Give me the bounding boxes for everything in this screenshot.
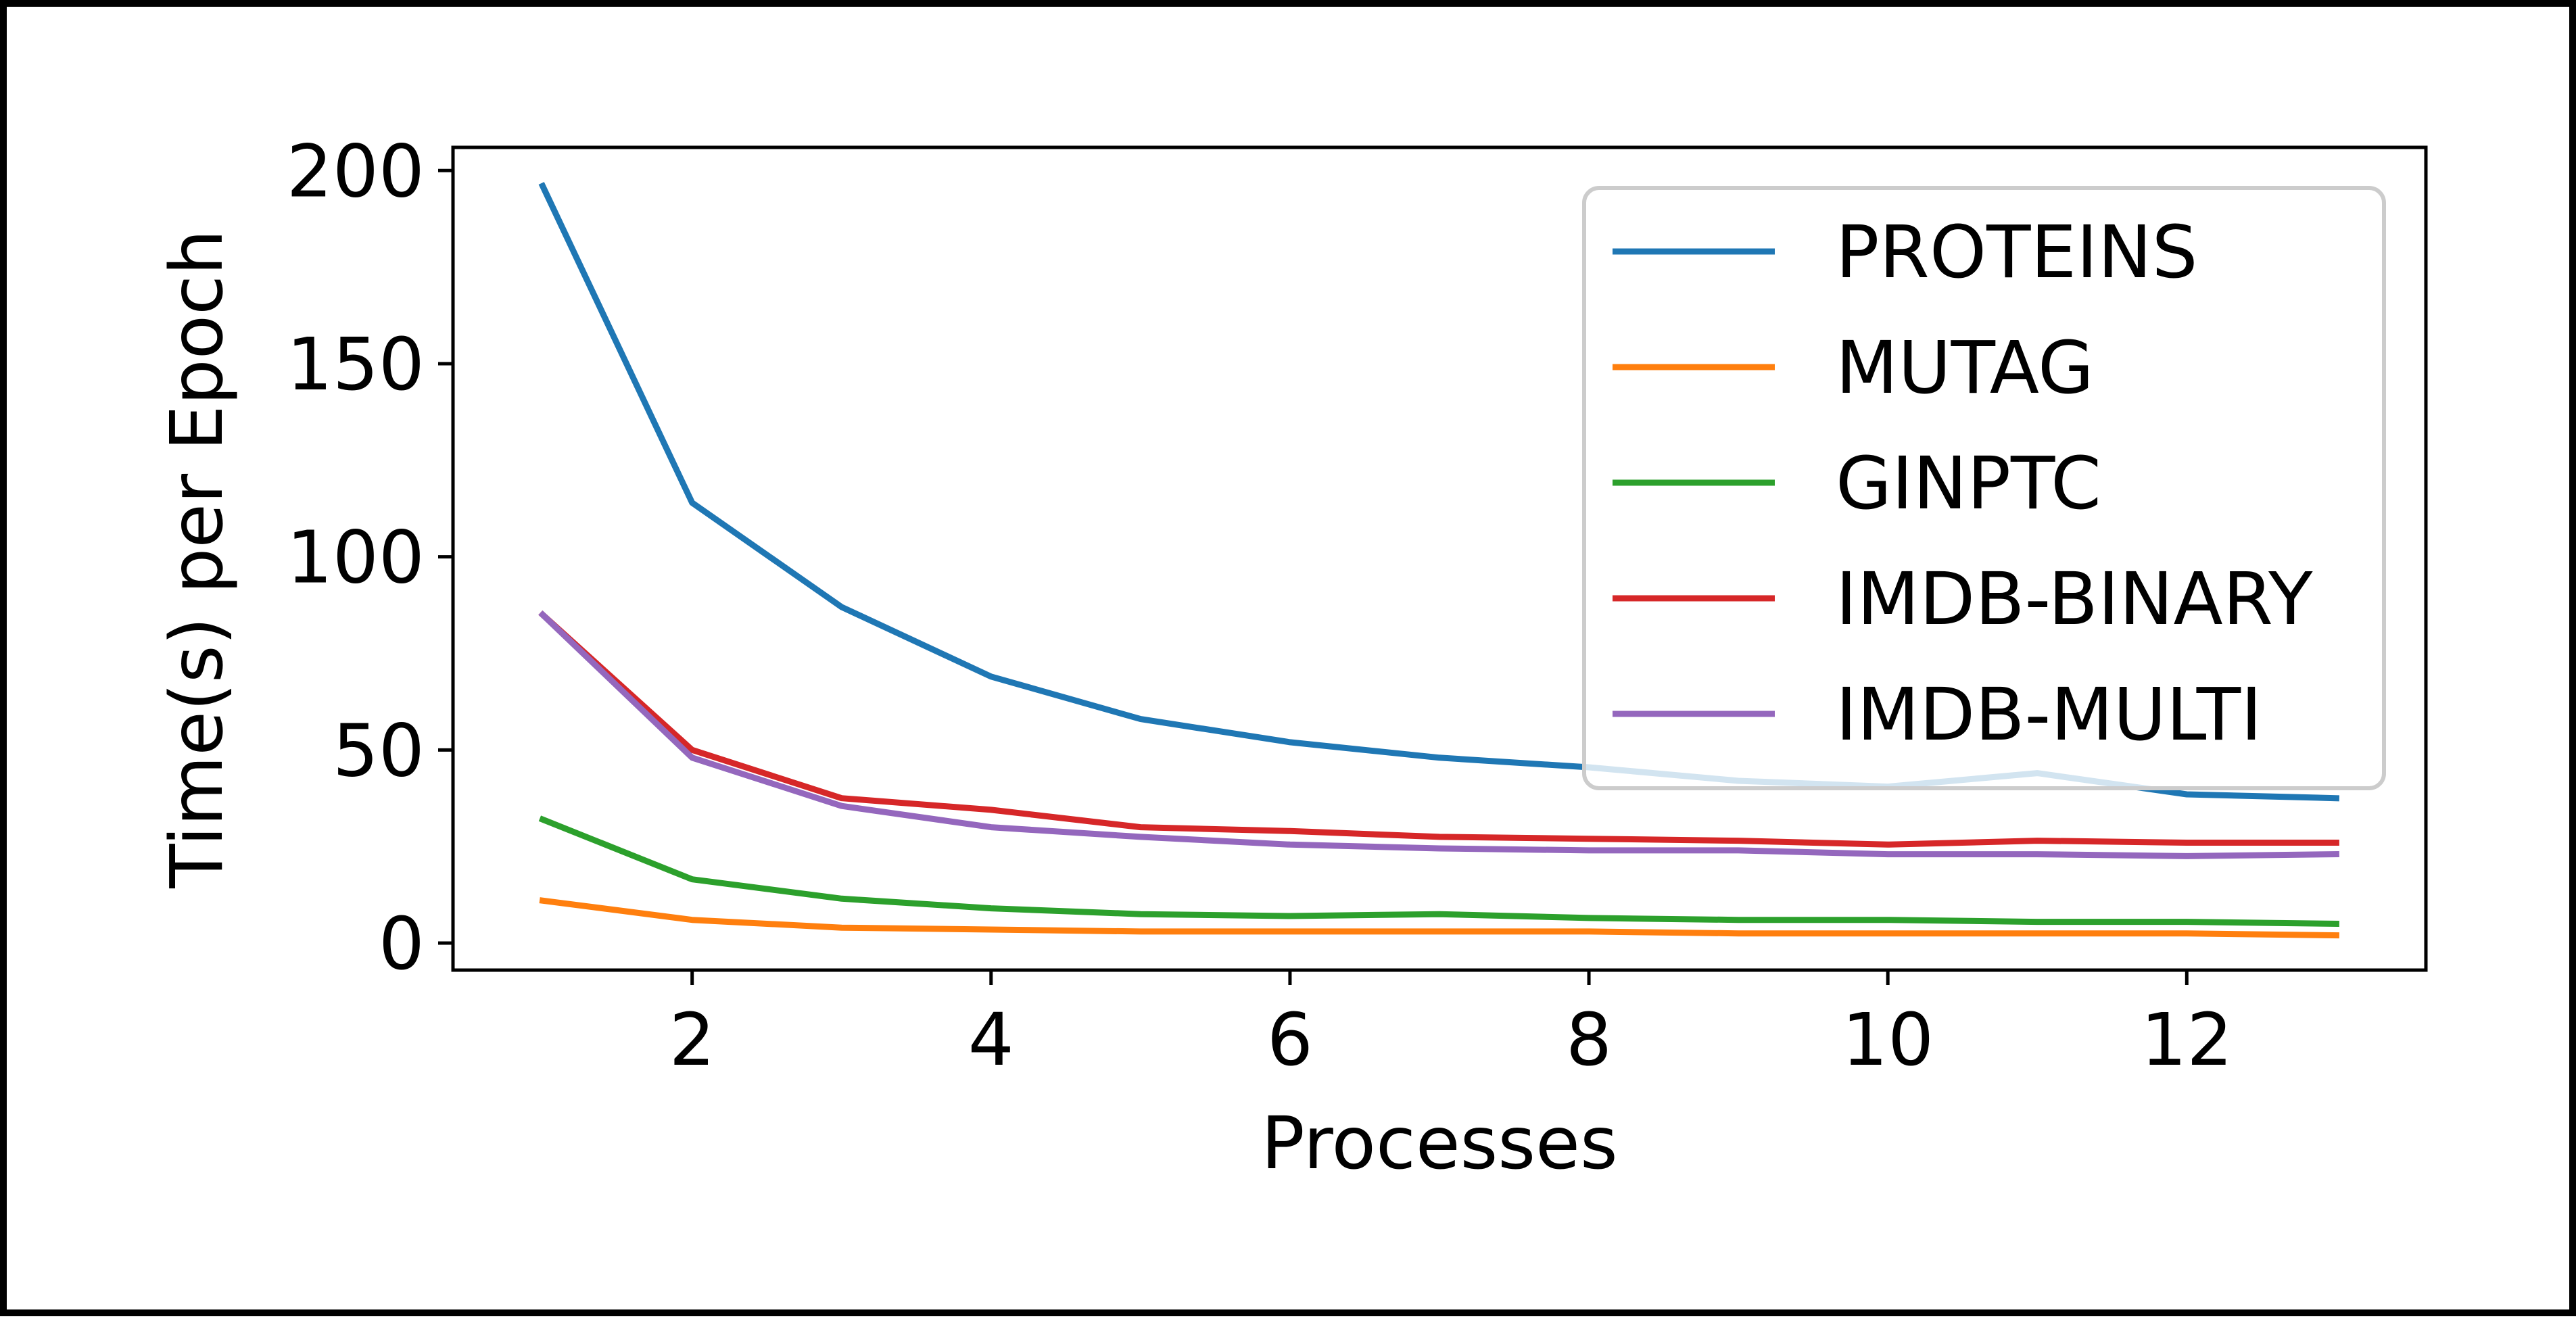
x-tick-label: 8 — [1566, 999, 1612, 1082]
series-line-mutag — [539, 897, 2339, 939]
y-tick-label: 200 — [287, 130, 425, 214]
y-axis-title: Time(s) per Epoch — [156, 229, 239, 889]
x-axis-title: Processes — [1261, 1102, 1617, 1186]
legend-label: IMDB-MULTI — [1836, 673, 2262, 757]
legend-label: IMDB-BINARY — [1836, 558, 2313, 642]
series-line-imdb-multi — [538, 610, 2339, 859]
legend-box — [1582, 186, 2386, 790]
x-tick-label: 12 — [2141, 999, 2233, 1082]
legend: PROTEINS MUTAG GINPTC IMDB-BINARY IMDB-MULTI — [1582, 186, 2386, 790]
x-tick-label: 6 — [1267, 999, 1313, 1082]
series-line-ginptc — [538, 815, 2339, 927]
plot-area-frame — [451, 145, 2428, 972]
x-tick-label: 10 — [1842, 999, 1934, 1082]
y-axis: 0 50 100 150 200 — [287, 130, 453, 986]
line-chart: 2 4 6 8 10 12 0 50 100 150 200 Processes Time(s) … — [156, 130, 2428, 1186]
legend-label: PROTEINS — [1836, 211, 2198, 295]
y-tick-label: 100 — [287, 516, 425, 600]
y-tick-label: 150 — [287, 323, 425, 407]
series-line-imdb-binary — [538, 610, 2339, 848]
x-tick-label: 2 — [669, 999, 715, 1082]
x-tick-label: 4 — [968, 999, 1014, 1082]
legend-label: GINPTC — [1836, 442, 2101, 526]
x-axis: 2 4 6 8 10 12 — [669, 970, 2233, 1082]
legend-label: MUTAG — [1836, 327, 2094, 410]
y-tick-label: 50 — [333, 709, 425, 793]
y-tick-label: 0 — [379, 903, 425, 986]
